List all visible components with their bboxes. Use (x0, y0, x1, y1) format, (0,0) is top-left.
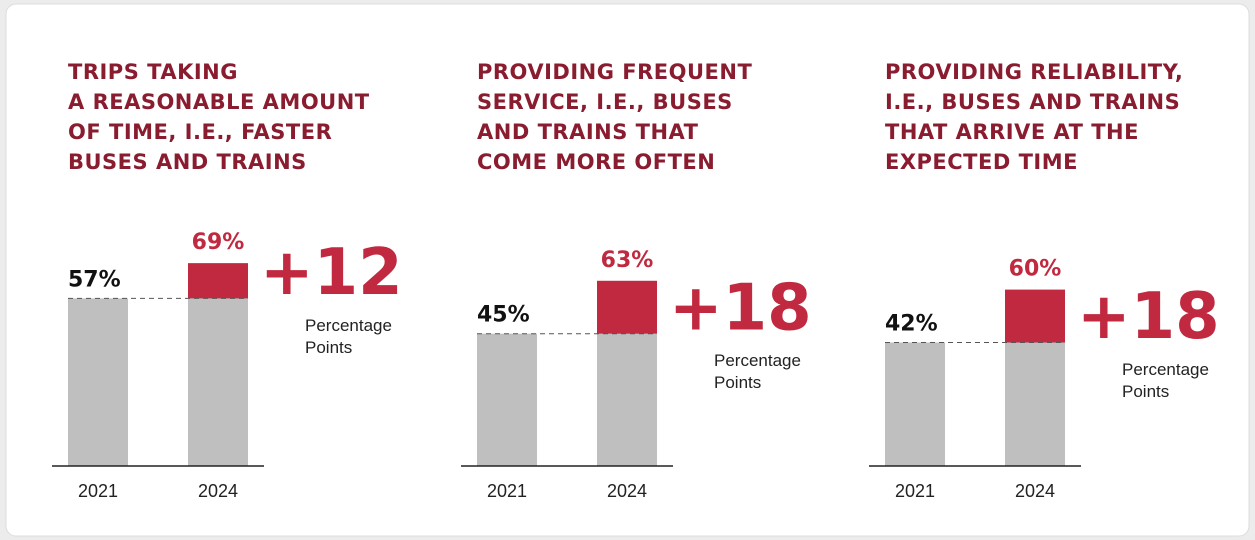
change-note: Points (305, 338, 352, 357)
bar-increase (1005, 289, 1065, 343)
bar-base (188, 298, 248, 466)
bar-increase (597, 280, 657, 334)
x-tick-label: 2024 (1015, 481, 1055, 501)
x-tick-label: 2021 (895, 481, 935, 501)
bar-base (597, 333, 657, 466)
data-label: 69% (192, 230, 245, 255)
chart-title: TRIPS TAKING (68, 60, 238, 84)
change-note: Points (1122, 382, 1169, 401)
change-note: Percentage (714, 351, 801, 370)
x-tick-label: 2024 (607, 481, 647, 501)
chart-title: I.E., BUSES AND TRAINS (885, 90, 1180, 114)
chart-title: PROVIDING RELIABILITY, (885, 60, 1183, 84)
data-label: 45% (477, 303, 530, 328)
x-tick-label: 2021 (487, 481, 527, 501)
x-tick-label: 2024 (198, 481, 238, 501)
bar (68, 298, 128, 466)
bar-base (1005, 342, 1065, 466)
data-label: 42% (885, 312, 938, 337)
change-note: Percentage (305, 316, 392, 335)
bar (885, 342, 945, 466)
chart-title: AND TRAINS THAT (477, 120, 699, 144)
change-annotation: +12 (260, 236, 403, 310)
data-label: 63% (601, 248, 654, 273)
change-annotation: +18 (669, 271, 812, 345)
change-note: Points (714, 373, 761, 392)
change-note: Percentage (1122, 360, 1209, 379)
bar (477, 333, 537, 466)
chart-title: COME MORE OFTEN (477, 150, 715, 174)
bar-increase (188, 263, 248, 299)
chart-title: OF TIME, I.E., FASTER (68, 120, 332, 144)
chart-title: EXPECTED TIME (885, 150, 1078, 174)
chart-title: THAT ARRIVE AT THE (885, 120, 1139, 144)
x-tick-label: 2021 (78, 481, 118, 501)
data-label: 57% (68, 267, 121, 292)
change-annotation: +18 (1077, 280, 1220, 354)
chart-title: BUSES AND TRAINS (68, 150, 307, 174)
data-label: 60% (1009, 257, 1062, 282)
chart-title: SERVICE, I.E., BUSES (477, 90, 733, 114)
chart-title: A REASONABLE AMOUNT (68, 90, 370, 114)
chart-title: PROVIDING FREQUENT (477, 60, 752, 84)
